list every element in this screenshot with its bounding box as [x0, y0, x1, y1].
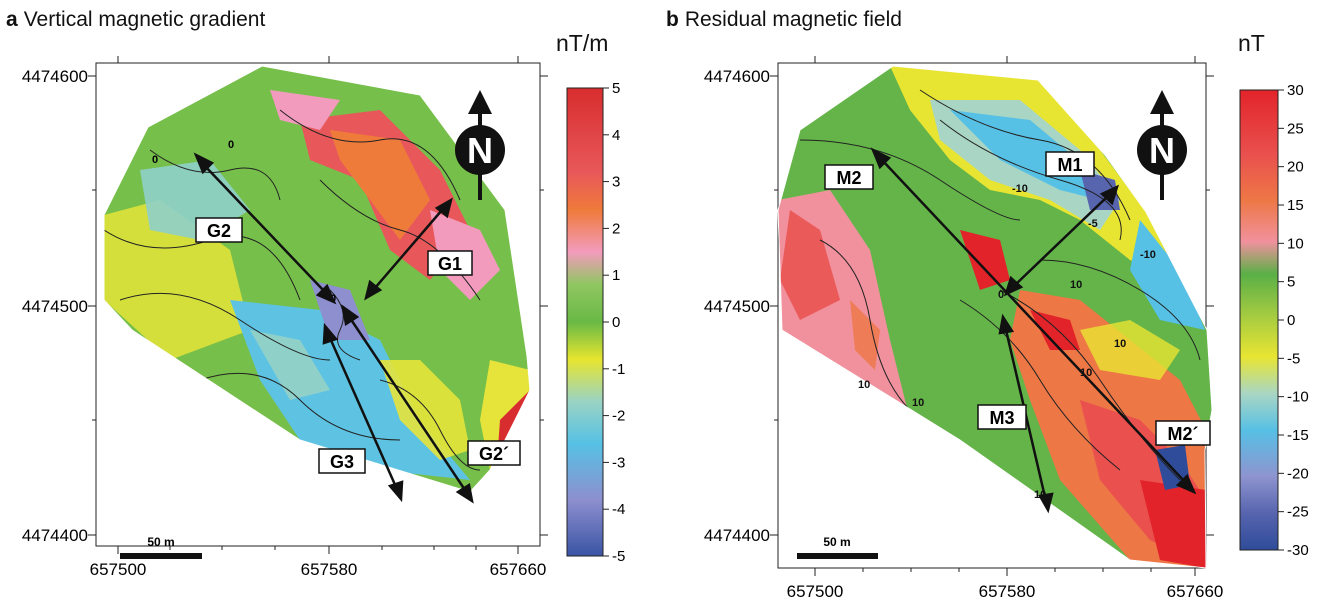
scale-bar: 50 m: [120, 535, 202, 559]
contour-label: -10: [1012, 183, 1028, 195]
contour-label: 0: [228, 139, 234, 151]
colorbar-unit: nT: [1238, 30, 1265, 56]
contour-label: 0: [152, 154, 158, 166]
panel-letter: a: [6, 8, 18, 31]
colorbar-tick-label: 5: [1287, 274, 1295, 291]
scale-bar-label: 50 m: [147, 535, 174, 549]
panel-title: a Vertical magnetic gradient: [6, 8, 265, 32]
contour-label: 10: [1080, 367, 1092, 379]
profile-arrows: [193, 152, 474, 504]
north-arrow-icon: N: [1137, 90, 1187, 200]
x-tick-label: 657660: [1167, 582, 1224, 601]
map-frame: [95, 62, 541, 547]
colorbar-tick-label: -5: [612, 548, 625, 565]
colorbar-tick-label: 15: [1287, 197, 1304, 214]
scale-bar-label: 50 m: [823, 535, 850, 549]
profile-label-m3: M3: [989, 408, 1014, 428]
map-a: 0 0 0 G2 G1 G3 G2´: [22, 56, 625, 579]
profile-label-m2: M2: [836, 168, 861, 188]
panel-title: b Residual magnetic field: [666, 8, 902, 32]
y-tick-label: 4474500: [22, 297, 88, 316]
colorbar-tick-label: -4: [612, 501, 625, 518]
x-tick-label: 657660: [490, 560, 547, 579]
profile-label-g1: G1: [438, 254, 462, 274]
contour-label: 10: [912, 397, 924, 409]
colorbar-tick-label: -5: [1287, 350, 1300, 367]
colorbar-tick-label: -15: [1287, 427, 1309, 444]
residual-field-map: -10 0 10 10 10 10 -10 10 -5 10: [777, 65, 1213, 569]
contour-label: -10: [1140, 249, 1156, 261]
profile-label-g3: G3: [330, 452, 354, 472]
x-tick-label: 657580: [979, 582, 1036, 601]
colorbar-tick-label: -20: [1287, 465, 1309, 482]
axis-labels: 4474600 4474500 4474400 657500 657580 65…: [704, 67, 1224, 601]
x-tick-label: 657580: [301, 560, 358, 579]
profile-label-m1: M1: [1057, 155, 1082, 175]
profile-label-g2prime: G2´: [479, 444, 509, 464]
panel-b: b Residual magnetic field nT: [660, 0, 1320, 613]
profile-label-g2: G2: [207, 221, 231, 241]
colorbar-tick-label: -1: [612, 361, 625, 378]
colorbar-tick-label: 0: [612, 314, 620, 331]
axis-labels: 4474600 4474500 4474400 657500 657580 65…: [22, 67, 547, 579]
profile-labels: M2 M1 M3 M2´: [824, 151, 1211, 446]
colorbar-tick-label: 2: [612, 220, 620, 237]
colorbar-tick-label: 1: [612, 267, 620, 284]
colorbar-tick-label: 10: [1287, 235, 1304, 252]
colorbar: 30 25 20 15 10 5 0 -5 -10 -15 -20 -25 -30: [1239, 82, 1309, 559]
y-tick-label: 4474500: [704, 297, 770, 316]
map-frame: [777, 62, 1207, 569]
contour-label: -5: [1088, 218, 1098, 230]
colorbar-tick-label: 0: [1287, 312, 1295, 329]
colorbar: 5 4 3 2 1 0 -1 -2 -3 -4 -5: [566, 80, 625, 565]
colorbar-tick-label: 5: [612, 80, 620, 97]
north-arrow-icon: N: [455, 90, 505, 200]
frame-ticks: [88, 56, 548, 554]
x-tick-label: 657500: [787, 582, 844, 601]
contour-label: 10: [1114, 338, 1126, 350]
colorbar-tick-label: -10: [1287, 389, 1309, 406]
contour-label: 0: [998, 289, 1004, 301]
colorbar-tick-label: -3: [612, 454, 625, 471]
y-tick-label: 4474600: [704, 67, 770, 86]
map-b: -10 0 10 10 10 10 -10 10 -5 10: [704, 56, 1309, 601]
colorbar-tick-label: -25: [1287, 504, 1309, 521]
profile-label-m2prime: M2´: [1168, 424, 1199, 444]
contour-label: 10: [1070, 279, 1082, 291]
north-label: N: [467, 130, 493, 171]
profile-labels: G2 G1 G3 G2´: [195, 217, 521, 474]
panel-a: a Vertical magnetic gradient nT/m: [6, 8, 625, 579]
scale-bar: 50 m: [797, 535, 878, 559]
contour-label: 10: [858, 379, 870, 391]
frame-ticks: [770, 56, 1214, 576]
x-tick-label: 657500: [90, 560, 147, 579]
y-tick-label: 4474600: [22, 67, 88, 86]
panel-title-text: Vertical magnetic gradient: [23, 8, 266, 31]
y-tick-label: 4474400: [704, 526, 770, 545]
north-label: N: [1149, 130, 1175, 171]
y-tick-label: 4474400: [22, 526, 88, 545]
panel-title-text: Residual magnetic field: [684, 8, 902, 31]
colorbar-tick-label: -30: [1287, 542, 1309, 559]
colorbar-tick-label: 20: [1287, 159, 1304, 176]
profile-arrows: [870, 147, 1197, 514]
colorbar-tick-label: 30: [1287, 82, 1304, 99]
colorbar-tick-label: -2: [612, 408, 625, 425]
colorbar-tick-label: 4: [612, 127, 620, 144]
colorbar-unit: nT/m: [556, 30, 609, 56]
colorbar-tick-label: 3: [612, 174, 620, 191]
colorbar-tick-label: 25: [1287, 120, 1304, 137]
panel-letter: b: [666, 8, 679, 31]
